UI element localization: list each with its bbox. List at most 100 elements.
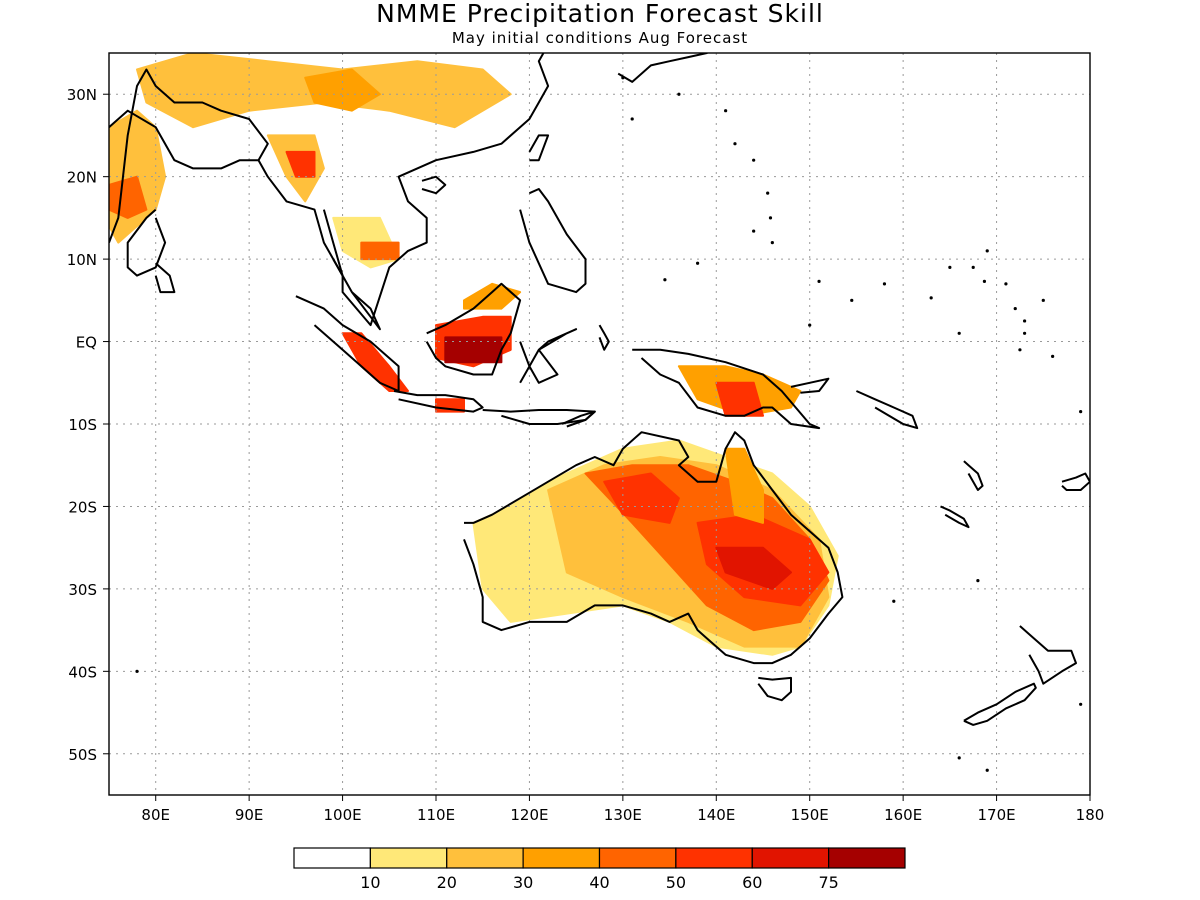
longitude-axis: 80E 90E 100E 110E 120E 130E 140E 150E 160E 170E 18… bbox=[141, 795, 1104, 824]
colorbar-swatch bbox=[446, 847, 524, 869]
island-dot bbox=[1051, 354, 1055, 358]
island-dot bbox=[1013, 306, 1017, 311]
lon-tick-label: 90E bbox=[235, 806, 264, 824]
lat-tick-label: 20N bbox=[67, 169, 97, 187]
island-dot bbox=[1023, 331, 1027, 335]
lon-tick-label: 140E bbox=[697, 806, 735, 824]
lon-tick-label: 100E bbox=[324, 806, 362, 824]
lat-tick-label: 30N bbox=[67, 86, 97, 104]
coastline-22 bbox=[617, 53, 709, 83]
coastline-3 bbox=[257, 53, 550, 327]
coastline-18 bbox=[463, 431, 844, 665]
coastline-16 bbox=[790, 377, 830, 394]
island-dot bbox=[957, 331, 961, 335]
island-dot bbox=[135, 669, 139, 673]
lon-tick-label: 180 bbox=[1076, 806, 1105, 824]
coastline-4 bbox=[322, 209, 381, 331]
colorbar-label: 60 bbox=[742, 873, 762, 892]
colorbar-label: 75 bbox=[818, 873, 838, 892]
island-dot bbox=[1079, 410, 1083, 414]
coastline-20 bbox=[1019, 625, 1077, 685]
coastline-1 bbox=[126, 208, 167, 277]
colorbar-swatch bbox=[828, 847, 906, 869]
island-dot bbox=[850, 298, 854, 302]
lat-tick-label: 40S bbox=[68, 663, 97, 681]
island-dot bbox=[733, 142, 737, 146]
coastline-11 bbox=[421, 175, 447, 195]
coastline-2 bbox=[154, 262, 176, 294]
lon-tick-label: 160E bbox=[884, 806, 922, 824]
colorbar-swatch bbox=[522, 847, 601, 869]
coastline-layer bbox=[109, 53, 1090, 726]
lat-tick-label: 10N bbox=[67, 251, 97, 269]
island-dot bbox=[817, 279, 821, 283]
island-dot bbox=[1041, 298, 1045, 302]
map-subtitle: May initial conditions Aug Forecast bbox=[451, 29, 749, 47]
colorbar-label: 30 bbox=[513, 873, 533, 892]
island-dot bbox=[1032, 802, 1035, 805]
island-dot bbox=[808, 323, 812, 327]
coastline-23 bbox=[963, 460, 984, 491]
colorbar-swatch bbox=[751, 847, 830, 869]
coastline-8 bbox=[519, 328, 578, 384]
coastline-21 bbox=[963, 682, 1037, 726]
colorbar-label: 20 bbox=[437, 873, 457, 892]
coastline-17 bbox=[855, 390, 919, 430]
coastline-25 bbox=[1061, 472, 1090, 491]
colorbar-label: 50 bbox=[666, 873, 686, 892]
coastline-6 bbox=[393, 390, 484, 413]
island-dot bbox=[630, 117, 634, 121]
lon-tick-label: 150E bbox=[791, 806, 829, 824]
lat-tick-label: 50S bbox=[68, 746, 97, 764]
island-dot bbox=[724, 109, 728, 113]
colorbar-label: 40 bbox=[589, 873, 609, 892]
skill-region-5 bbox=[285, 150, 316, 178]
island-dot bbox=[766, 191, 770, 195]
lon-tick-label: 130E bbox=[604, 806, 642, 824]
colorbar-swatch bbox=[369, 847, 448, 869]
skill-region-20 bbox=[715, 546, 792, 590]
skill-region-18 bbox=[603, 472, 680, 524]
lon-tick-label: 110E bbox=[417, 806, 455, 824]
lon-tick-label: 170E bbox=[978, 806, 1016, 824]
island-dot bbox=[971, 265, 975, 269]
island-dot bbox=[663, 278, 667, 282]
island-dot bbox=[882, 282, 887, 286]
island-dot bbox=[1004, 282, 1008, 286]
colorbar-label: 10 bbox=[360, 873, 380, 892]
skill-region-14 bbox=[715, 381, 764, 417]
island-dot bbox=[982, 279, 987, 283]
coastline-24 bbox=[940, 505, 970, 529]
island-dot bbox=[1018, 348, 1022, 352]
island-dot bbox=[768, 216, 773, 220]
island-dot bbox=[696, 261, 700, 265]
island-dot bbox=[621, 76, 625, 80]
colorbar-swatch bbox=[675, 847, 753, 869]
coastline-10 bbox=[528, 134, 550, 162]
lat-tick-label: 30S bbox=[68, 581, 97, 599]
skill-region-21 bbox=[724, 447, 764, 524]
island-dot bbox=[985, 768, 989, 772]
colorbar-swatch bbox=[293, 847, 371, 869]
skill-region-1 bbox=[109, 175, 148, 219]
island-dot bbox=[677, 92, 681, 96]
map-title: NMME Precipitation Forecast Skill bbox=[376, 0, 824, 28]
skill-region-10 bbox=[444, 336, 503, 364]
skill-region-3 bbox=[304, 68, 381, 112]
skill-region-7 bbox=[360, 241, 400, 261]
lon-tick-label: 80E bbox=[141, 806, 170, 824]
colorbar-swatch bbox=[598, 847, 677, 869]
coastline-14 bbox=[598, 324, 610, 351]
island-dot bbox=[929, 296, 933, 300]
island-dot bbox=[957, 756, 961, 760]
lat-tick-label: 20S bbox=[68, 498, 97, 516]
island-dot bbox=[1023, 319, 1027, 323]
coastline-0 bbox=[109, 68, 269, 243]
island-dot bbox=[948, 265, 952, 269]
island-dot bbox=[976, 579, 980, 583]
island-dot bbox=[985, 249, 989, 253]
coastline-9 bbox=[519, 188, 587, 294]
lat-tick-label: 10S bbox=[68, 416, 97, 434]
coastline-5 bbox=[295, 295, 400, 392]
